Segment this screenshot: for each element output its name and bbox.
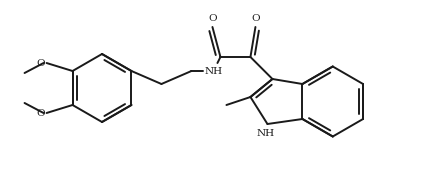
Text: O: O xyxy=(208,14,217,23)
Text: NH: NH xyxy=(205,67,223,76)
Text: O: O xyxy=(251,14,260,23)
Text: NH: NH xyxy=(256,129,274,138)
Text: O: O xyxy=(36,59,45,67)
Text: O: O xyxy=(36,108,45,117)
